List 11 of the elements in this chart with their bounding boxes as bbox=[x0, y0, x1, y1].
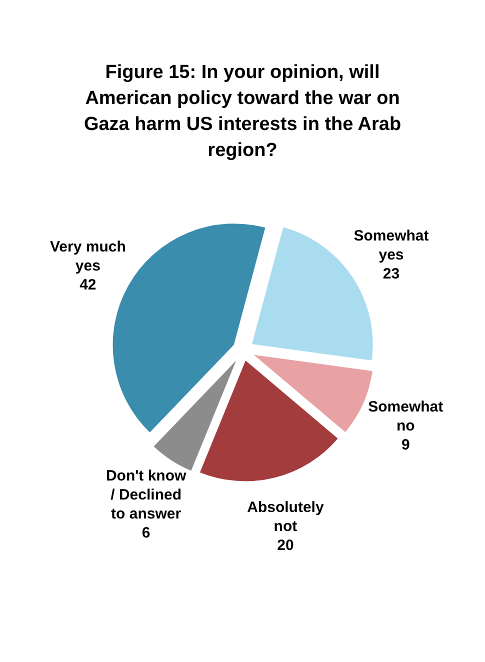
data-label: 42 bbox=[80, 276, 96, 294]
data-label: 23 bbox=[382, 265, 400, 282]
slice-label: Somewhat no bbox=[368, 398, 444, 434]
chart-title: Figure 15: In your opinion, will American policy toward the war on Gaza harm US interests in the Arab region? bbox=[84, 62, 402, 161]
slice-label: Don't know / Declined to answer bbox=[106, 467, 186, 522]
data-label: 20 bbox=[277, 536, 294, 554]
data-label: 9 bbox=[401, 436, 410, 454]
slice-label: Absolutely not bbox=[247, 498, 324, 535]
slice-label: Somewhat yes bbox=[354, 227, 429, 264]
slice-label: Very much yes bbox=[50, 238, 126, 275]
data-label: 6 bbox=[142, 524, 150, 542]
